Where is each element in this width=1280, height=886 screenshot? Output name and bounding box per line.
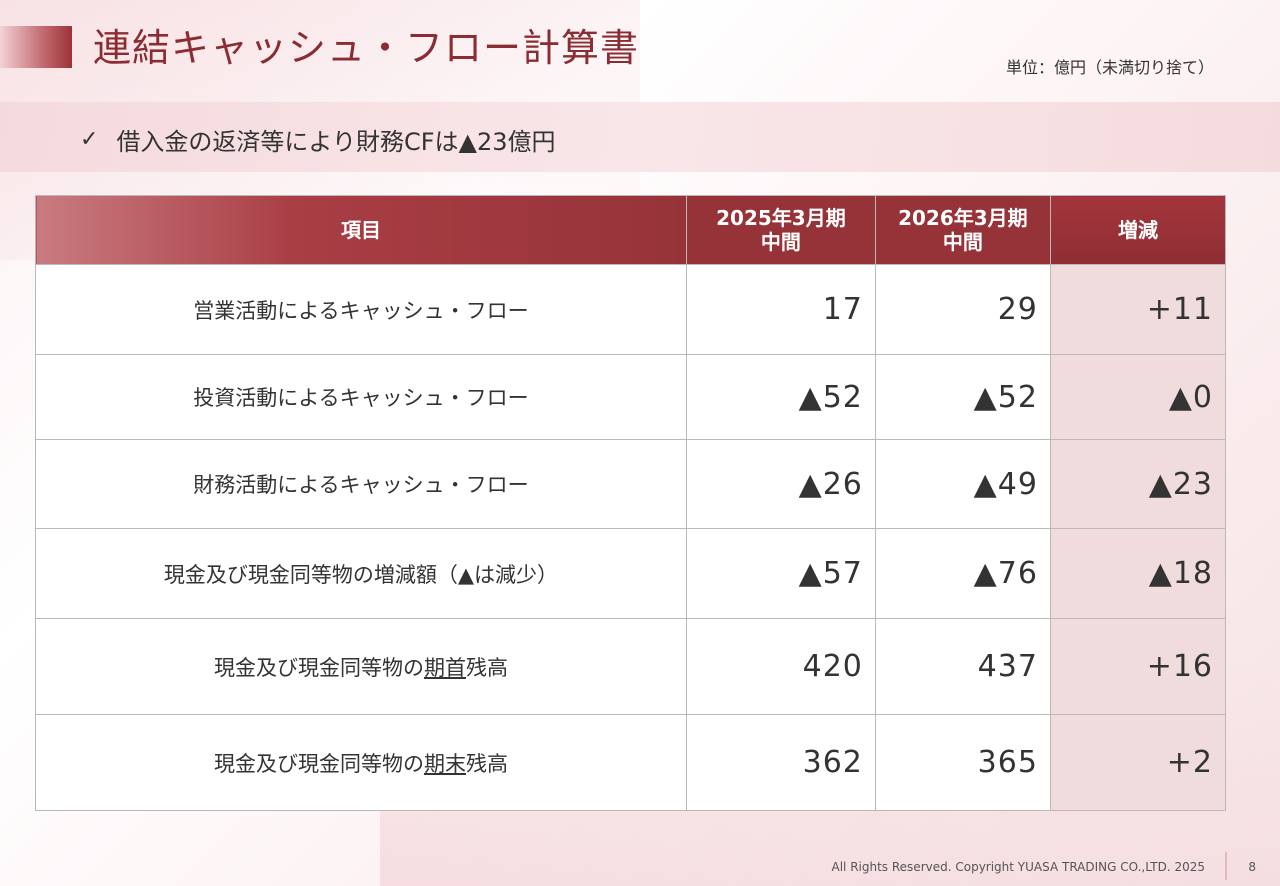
footer-copyright: All Rights Reserved. Copyright YUASA TRA… [831, 860, 1205, 874]
row-label-pre: 現金及び現金同等物の [213, 751, 424, 776]
row-value-period-a: 362 [685, 714, 876, 811]
row-value-diff: +16 [1049, 618, 1227, 715]
row-label: 現金及び現金同等物の期末残高 [35, 714, 687, 811]
key-point-band [0, 102, 1280, 172]
row-value-period-a: 17 [685, 264, 876, 355]
header-item: 項目 [35, 195, 687, 265]
title-accent-bar [0, 26, 72, 68]
table-row: 投資活動によるキャッシュ・フロー ▲52 ▲52 ▲0 [35, 354, 1227, 440]
row-label: 財務活動によるキャッシュ・フロー [35, 439, 687, 529]
row-value-diff: ▲0 [1049, 354, 1227, 440]
row-value-period-b: ▲52 [874, 354, 1051, 440]
row-value-diff: ▲18 [1049, 528, 1227, 619]
header-period-b: 2026年3月期 中間 [874, 195, 1051, 265]
row-value-period-b: 365 [874, 714, 1051, 811]
table-row: 現金及び現金同等物の期末残高 362 365 +2 [35, 714, 1227, 811]
row-label-post: 残高 [465, 655, 508, 680]
row-label: 現金及び現金同等物の増減額（▲は減少） [35, 528, 687, 619]
footer-divider [1225, 852, 1227, 880]
row-value-period-a: ▲52 [685, 354, 876, 440]
row-value-period-a: 420 [685, 618, 876, 715]
row-label: 投資活動によるキャッシュ・フロー [35, 354, 687, 440]
table-row: 現金及び現金同等物の期首残高 420 437 +16 [35, 618, 1227, 715]
row-label-underlined: 期末 [423, 751, 466, 776]
row-value-period-a: ▲57 [685, 528, 876, 619]
row-label-pre: 現金及び現金同等物の [213, 655, 424, 680]
header-diff: 増減 [1049, 195, 1227, 265]
row-label: 営業活動によるキャッシュ・フロー [35, 264, 687, 355]
row-value-diff: +2 [1049, 714, 1227, 811]
header-period-a: 2025年3月期 中間 [685, 195, 876, 265]
page-title: 連結キャッシュ・フロー計算書 [93, 26, 640, 70]
header-period-a-line2: 中間 [760, 230, 801, 254]
check-icon: ✓ [80, 127, 99, 152]
row-value-diff: +11 [1049, 264, 1227, 355]
key-point: ✓ 借入金の返済等により財務CFは▲23億円 [80, 122, 556, 157]
table-row: 現金及び現金同等物の増減額（▲は減少） ▲57 ▲76 ▲18 [35, 528, 1227, 619]
header-period-b-line2: 中間 [942, 230, 983, 254]
table-row: 営業活動によるキャッシュ・フロー 17 29 +11 [35, 264, 1227, 355]
header-period-b-line1: 2026年3月期 [898, 206, 1028, 230]
cash-flow-table: 項目 2025年3月期 中間 2026年3月期 中間 増減 営業活動によるキャッ… [35, 195, 1227, 811]
unit-note: 単位：億円（未満切り捨て） [1005, 58, 1214, 77]
row-value-period-a: ▲26 [685, 439, 876, 529]
table-row: 財務活動によるキャッシュ・フロー ▲26 ▲49 ▲23 [35, 439, 1227, 529]
row-value-period-b: ▲49 [874, 439, 1051, 529]
row-value-period-b: 437 [874, 618, 1051, 715]
row-label-underlined: 期首 [423, 655, 466, 680]
header-period-a-line1: 2025年3月期 [716, 206, 846, 230]
row-label-post: 残高 [465, 751, 508, 776]
row-value-period-b: ▲76 [874, 528, 1051, 619]
row-value-diff: ▲23 [1049, 439, 1227, 529]
row-label: 現金及び現金同等物の期首残高 [35, 618, 687, 715]
page-number: 8 [1248, 860, 1256, 874]
row-value-period-b: 29 [874, 264, 1051, 355]
table-header-row: 項目 2025年3月期 中間 2026年3月期 中間 増減 [35, 195, 1227, 265]
key-point-text: 借入金の返済等により財務CFは▲23億円 [116, 128, 556, 156]
